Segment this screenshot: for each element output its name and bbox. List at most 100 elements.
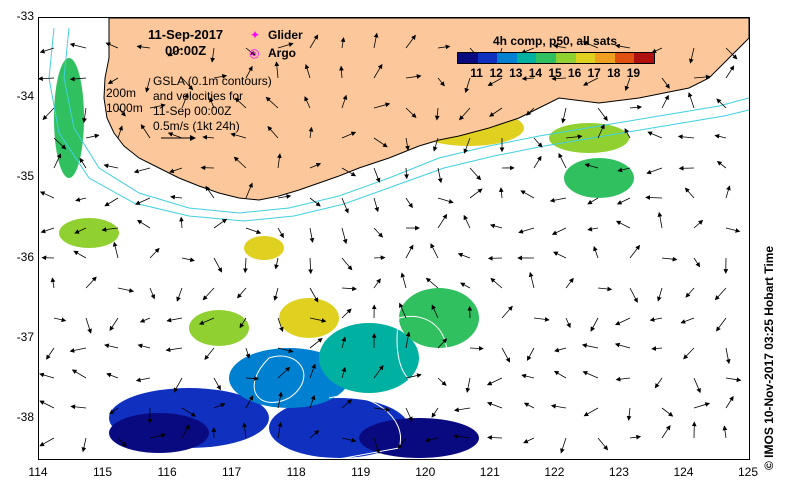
colorbar-swatch [555,53,576,63]
velocity-arrow [39,437,55,447]
velocity-arrow [135,377,151,383]
velocity-arrow [277,391,283,409]
x-tick-label: 119 [351,465,371,479]
velocity-arrow [434,107,440,121]
map-canvas[interactable] [39,18,749,459]
velocity-arrow [245,47,256,56]
isobath-1000m [48,27,749,222]
velocity-arrow [527,347,535,361]
gsla-line-4: 0.5m/s (1kt 24h) [153,119,240,133]
velocity-arrow [553,251,567,259]
velocity-arrow [181,93,189,109]
velocity-arrow [103,163,119,169]
colorbar-swatch [614,53,635,63]
velocity-arrow [405,244,414,259]
velocity-arrow [558,152,567,169]
velocity-arrow [39,191,55,199]
sst-patch [54,58,84,178]
y-tick-label: -36 [16,249,34,264]
sst-patch [229,348,349,408]
colorbar-swatch [477,53,498,63]
velocity-arrow [725,65,735,79]
velocity-arrow [139,317,151,323]
velocity-arrow [405,74,422,79]
sst-patch [59,218,119,248]
colorbar-tick-label: 16 [567,66,582,80]
velocity-arrow [684,187,695,199]
velocity-arrow [614,342,631,349]
velocity-arrow [680,317,695,324]
velocity-arrow [560,437,567,454]
velocity-arrow [341,131,357,139]
velocity-arrow [39,372,55,379]
x-tick-label: 122 [544,465,565,479]
colorbar-tick-label: 12 [489,66,503,80]
velocity-arrow [276,153,282,169]
velocity-arrow [437,377,447,386]
velocity-arrow [53,317,67,323]
velocity-arrow [725,347,731,365]
velocity-arrow [69,42,87,49]
velocity-arrow [243,257,248,274]
velocity-arrow [593,246,599,259]
velocity-arrow [469,188,483,199]
velocity-arrow [490,277,503,289]
velocity-arrow [117,437,127,447]
y-tick-label: -35 [16,169,34,184]
velocity-arrow [341,399,353,409]
velocity-arrow [714,287,727,301]
velocity-arrow [277,366,291,379]
velocity-arrow [237,287,247,299]
velocity-arrow [169,167,183,174]
colorbar-swatch [458,53,478,63]
gsla-line-2: and velocities for [153,89,244,103]
velocity-arrow [85,317,92,334]
velocity-arrow [85,276,97,289]
velocity-arrow [624,77,631,91]
velocity-arrow [104,343,119,349]
depth-label-200m: 200m [106,86,137,100]
velocity-arrow [397,437,407,449]
velocity-arrow [553,370,567,379]
velocity-arrow [50,277,56,289]
map-date: 11-Sep-2017 [148,27,224,42]
colorbar-swatch [575,53,596,63]
x-tick-label: 125 [737,465,759,479]
velocity-arrow [624,128,631,139]
velocity-arrow [109,407,119,415]
velocity-arrow [245,65,253,79]
velocity-arrow [373,197,380,213]
velocity-arrow [661,77,670,89]
velocity-arrow [341,197,349,214]
x-tick-label: 117 [222,465,242,479]
velocity-arrow [82,107,87,124]
velocity-arrow [685,287,695,298]
map-time: 00:00Z [165,43,207,58]
velocity-arrow [40,227,55,234]
velocity-arrow [70,404,87,410]
velocity-arrow [425,277,439,289]
velocity-arrow [309,317,327,323]
velocity-arrow [308,126,314,139]
velocity-arrow [339,65,344,79]
velocity-arrow [629,104,643,110]
velocity-arrow [373,32,379,49]
velocity-arrow [309,227,315,243]
velocity-arrow [274,61,280,79]
velocity-arrow [405,331,411,349]
velocity-arrow [651,346,663,351]
colorbar-tick-label: 13 [509,66,523,80]
colorbar-swatch [536,53,556,63]
velocity-arrow [242,422,247,439]
velocity-arrow [205,185,215,199]
velocity-arrow [649,317,663,322]
velocity-arrow [341,336,347,349]
velocity-arrow [42,107,55,121]
velocity-arrow [553,43,567,49]
velocity-arrow [597,286,613,292]
velocity-arrow [69,76,87,82]
velocity-arrow [341,286,357,292]
map-frame[interactable] [38,17,750,460]
velocity-arrow [267,125,279,139]
velocity-arrow [106,372,119,379]
